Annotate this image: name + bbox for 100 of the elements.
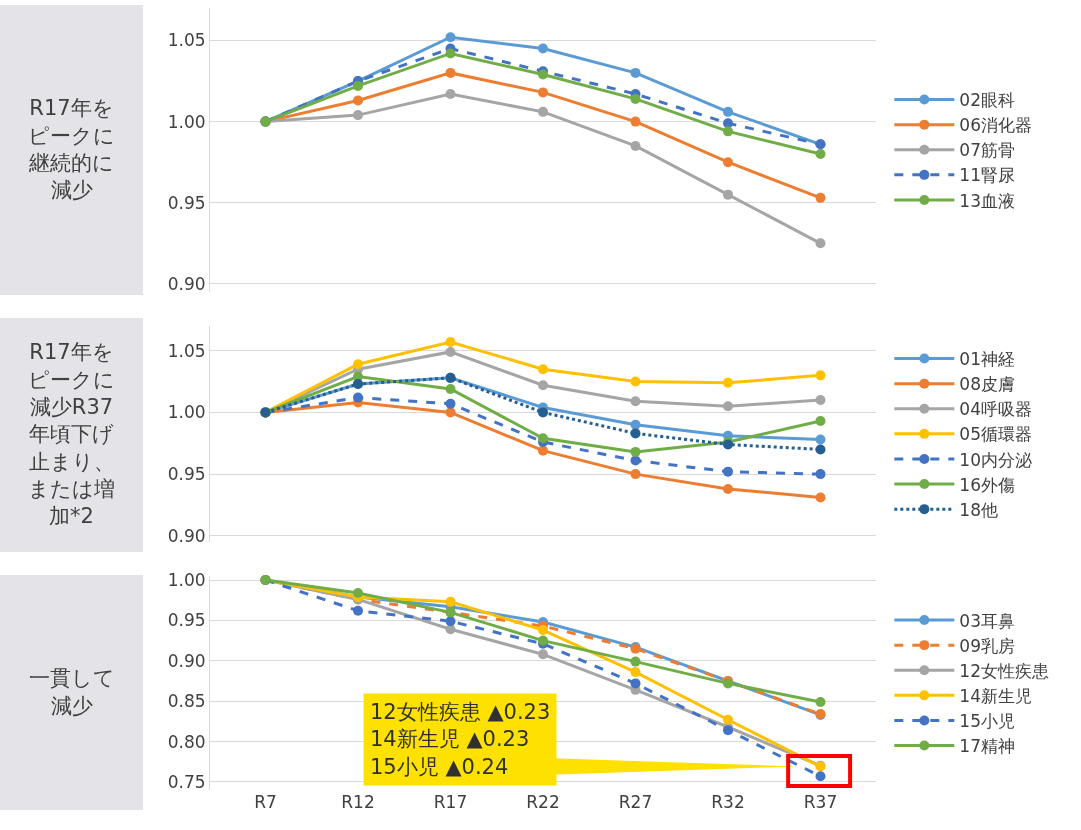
point	[815, 696, 826, 707]
point	[815, 416, 826, 427]
text: R17年をピークに減少R37年頃下げ止まり、または増加*2	[27, 339, 116, 531]
point	[815, 192, 826, 203]
point	[630, 93, 641, 104]
text: 一貫して減少	[27, 665, 116, 720]
x-tick-label: R17	[433, 792, 468, 812]
point	[353, 587, 363, 598]
point	[815, 771, 826, 782]
point	[538, 380, 548, 391]
legend-label: 11腎尿	[959, 165, 1015, 186]
y-tick-label: 0.95	[167, 610, 206, 631]
point	[445, 67, 456, 78]
y-tick-label: 0.85	[167, 691, 206, 712]
point	[445, 48, 456, 59]
legend-label: 17精神	[959, 736, 1015, 757]
point	[630, 667, 641, 678]
legend-label: 02眼科	[959, 90, 1015, 111]
y-tick-label: 0.95	[167, 464, 206, 485]
point	[353, 110, 363, 121]
y-tick-label: 1.00	[167, 569, 206, 590]
point	[538, 445, 548, 456]
legend-label: 12女性疾患	[959, 660, 1049, 681]
text: R17年をピークに継続的に減少	[27, 95, 116, 205]
point	[353, 359, 363, 370]
point	[815, 492, 826, 503]
x-tick-label: R22	[526, 792, 560, 812]
point	[630, 428, 641, 439]
point	[538, 43, 548, 54]
point	[445, 32, 456, 43]
legend-label: 05循環器	[959, 424, 1032, 445]
y-tick-label: 1.00	[167, 402, 206, 423]
legend-label: 14新生児	[959, 685, 1032, 706]
point	[538, 433, 548, 444]
point	[815, 238, 826, 249]
y-tick-label: 1.00	[167, 111, 206, 132]
point	[723, 189, 733, 200]
point	[445, 337, 456, 348]
point	[723, 377, 733, 388]
point	[723, 466, 733, 477]
point	[445, 89, 456, 100]
point	[538, 106, 548, 117]
point	[538, 364, 548, 375]
point	[630, 656, 641, 667]
point	[723, 401, 733, 412]
y-tick-label: 0.80	[167, 731, 206, 752]
point	[723, 106, 733, 117]
x-tick-label: R27	[618, 792, 653, 812]
point	[538, 625, 548, 636]
point	[815, 370, 826, 381]
point	[723, 714, 733, 725]
legend-label: 03耳鼻	[959, 610, 1015, 631]
point	[445, 383, 456, 394]
point	[445, 398, 456, 409]
point	[630, 446, 641, 457]
point	[630, 67, 641, 78]
point	[538, 649, 548, 660]
point	[815, 469, 826, 480]
point	[630, 116, 641, 127]
y-tick-label: 0.95	[167, 192, 206, 213]
legend-label: 04呼吸器	[959, 399, 1032, 420]
point	[630, 469, 641, 480]
y-tick-label: 1.05	[167, 340, 206, 361]
point	[445, 596, 456, 607]
point	[630, 396, 641, 407]
y-tick-label: 0.90	[167, 525, 206, 546]
point	[630, 376, 641, 387]
point	[630, 419, 641, 430]
y-tick-label: 0.90	[167, 650, 206, 671]
point	[538, 407, 548, 418]
legend-label: 06消化器	[959, 115, 1032, 136]
legend-label: 15小児	[959, 711, 1015, 732]
x-tick-label: R7	[254, 792, 277, 812]
x-tick-label: R12	[341, 792, 375, 812]
y-tick-label: 0.75	[167, 771, 206, 792]
legend-label: 08皮膚	[959, 374, 1015, 395]
legend-label: 09乳房	[959, 635, 1015, 656]
point	[445, 346, 456, 357]
point	[353, 605, 363, 616]
legend-label: 13血液	[959, 190, 1015, 211]
legend-label: 01神経	[959, 349, 1015, 370]
point	[630, 140, 641, 151]
point	[723, 483, 733, 494]
point	[445, 616, 456, 627]
annotation: 12女性疾患 ▲0.23 14新生児 ▲0.23 15小児 ▲0.24	[370, 700, 551, 779]
point	[723, 126, 733, 137]
y-tick-label: 1.05	[167, 30, 206, 51]
legend-label: 07筋骨	[959, 140, 1015, 161]
y-tick-label: 0.90	[167, 273, 206, 294]
point	[723, 157, 733, 168]
x-tick-label: R37	[803, 792, 838, 812]
point	[353, 392, 363, 403]
point	[353, 80, 363, 91]
point	[815, 444, 826, 455]
legend-label: 16外傷	[959, 474, 1015, 495]
point	[815, 395, 826, 406]
point	[630, 678, 641, 689]
legend-label: 18他	[959, 499, 998, 520]
point	[353, 95, 363, 106]
point	[815, 149, 826, 160]
